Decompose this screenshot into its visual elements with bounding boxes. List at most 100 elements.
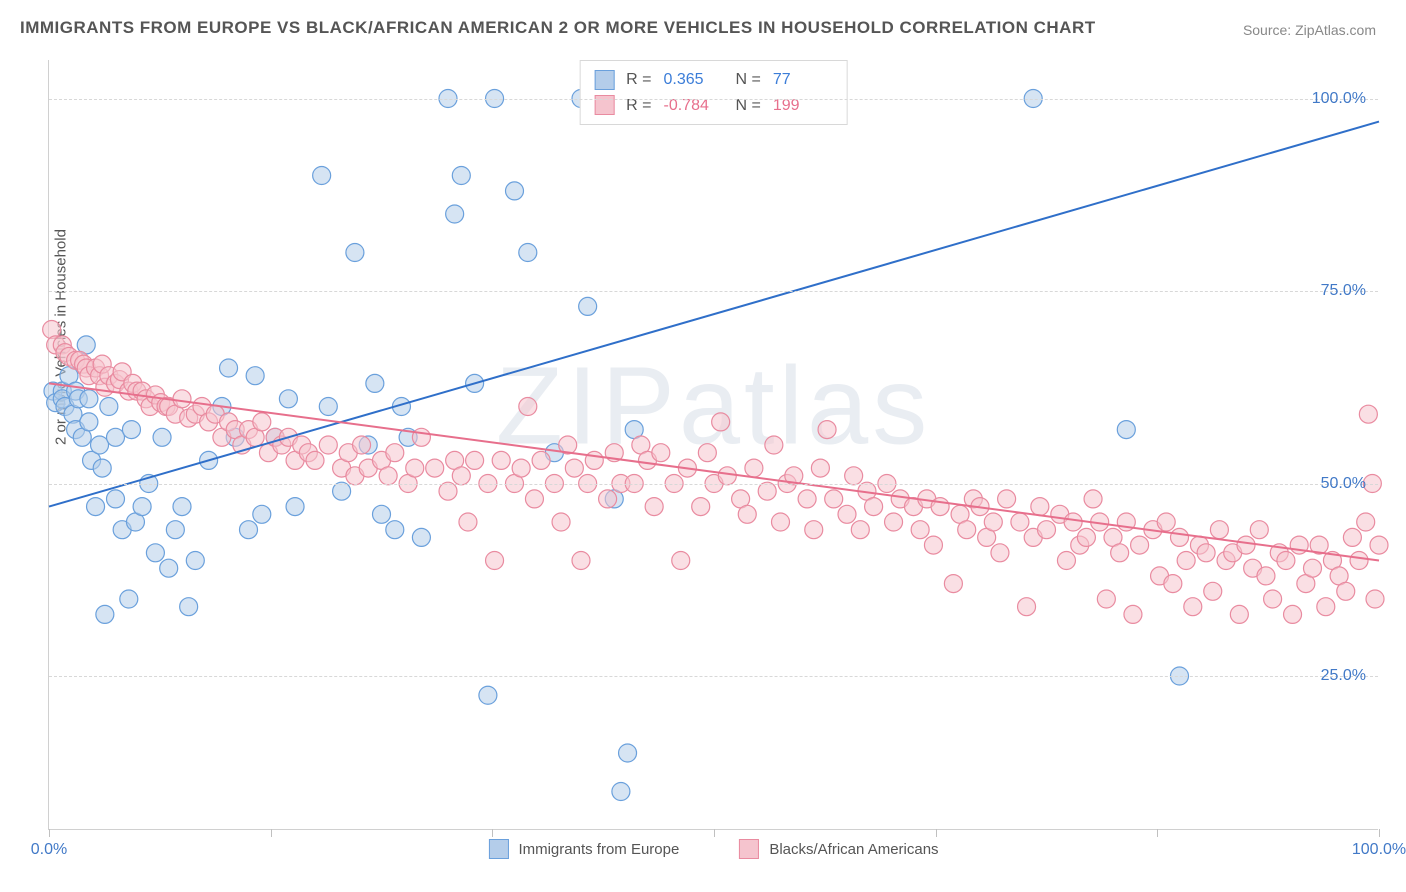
data-point: [1366, 590, 1384, 608]
data-point: [452, 467, 470, 485]
data-point: [911, 521, 929, 539]
data-point: [87, 498, 105, 516]
data-point: [1337, 582, 1355, 600]
gridline: [49, 676, 1378, 677]
legend-r-label: R =: [626, 67, 651, 93]
data-point: [306, 451, 324, 469]
data-point: [1317, 598, 1335, 616]
data-point: [1197, 544, 1215, 562]
data-point: [1084, 490, 1102, 508]
data-point: [1350, 552, 1368, 570]
data-point: [1164, 575, 1182, 593]
data-point: [1111, 544, 1129, 562]
legend-r-value: -0.784: [664, 93, 724, 119]
data-point: [712, 413, 730, 431]
chart-svg: [49, 60, 1378, 829]
data-point: [818, 421, 836, 439]
data-point: [479, 686, 497, 704]
data-point: [253, 413, 271, 431]
data-point: [984, 513, 1002, 531]
data-point: [220, 359, 238, 377]
data-point: [313, 167, 331, 185]
data-point: [1304, 559, 1322, 577]
data-point: [579, 297, 597, 315]
data-point: [519, 244, 537, 262]
data-point: [386, 444, 404, 462]
data-point: [572, 552, 590, 570]
data-point: [492, 451, 510, 469]
data-point: [1204, 582, 1222, 600]
data-point: [1077, 528, 1095, 546]
data-point: [552, 513, 570, 531]
plot-area: ZIPatlas 2 or more Vehicles in Household…: [48, 60, 1378, 830]
x-tick-label: 100.0%: [1352, 841, 1406, 859]
data-point: [1210, 521, 1228, 539]
legend-series-name: Immigrants from Europe: [518, 841, 679, 858]
data-point: [944, 575, 962, 593]
data-point: [240, 521, 258, 539]
data-point: [798, 490, 816, 508]
data-point: [1097, 590, 1115, 608]
data-point: [1250, 521, 1268, 539]
data-point: [146, 544, 164, 562]
data-point: [645, 498, 663, 516]
data-point: [1117, 421, 1135, 439]
source-label: Source: ZipAtlas.com: [1243, 22, 1376, 38]
data-point: [765, 436, 783, 454]
data-point: [612, 783, 630, 801]
data-point: [466, 451, 484, 469]
series-legend: Immigrants from EuropeBlacks/African Ame…: [488, 839, 938, 859]
data-point: [100, 398, 118, 416]
data-point: [166, 521, 184, 539]
data-point: [333, 482, 351, 500]
data-point: [865, 498, 883, 516]
legend-n-value: 77: [773, 67, 833, 93]
legend-r-value: 0.365: [664, 67, 724, 93]
data-point: [319, 436, 337, 454]
data-point: [1157, 513, 1175, 531]
data-point: [353, 436, 371, 454]
data-point: [1177, 552, 1195, 570]
data-point: [585, 451, 603, 469]
data-point: [599, 490, 617, 508]
data-point: [319, 398, 337, 416]
data-point: [93, 459, 111, 477]
data-point: [406, 459, 424, 477]
data-point: [845, 467, 863, 485]
data-point: [446, 205, 464, 223]
data-point: [924, 536, 942, 554]
data-point: [452, 167, 470, 185]
data-point: [1038, 521, 1056, 539]
data-point: [122, 421, 140, 439]
legend-item: Immigrants from Europe: [488, 839, 679, 859]
data-point: [1264, 590, 1282, 608]
data-point: [173, 498, 191, 516]
data-point: [692, 498, 710, 516]
x-tick: [271, 829, 272, 837]
data-point: [366, 374, 384, 392]
x-tick: [492, 829, 493, 837]
x-tick: [714, 829, 715, 837]
legend-r-label: R =: [626, 93, 651, 119]
data-point: [1257, 567, 1275, 585]
data-point: [758, 482, 776, 500]
chart-title: IMMIGRANTS FROM EUROPE VS BLACK/AFRICAN …: [20, 18, 1096, 38]
data-point: [1343, 528, 1361, 546]
data-point: [186, 552, 204, 570]
gridline: [49, 291, 1378, 292]
y-tick-label: 25.0%: [1321, 667, 1366, 685]
data-point: [80, 390, 98, 408]
data-point: [412, 428, 430, 446]
data-point: [426, 459, 444, 477]
data-point: [1357, 513, 1375, 531]
data-point: [133, 498, 151, 516]
legend-swatch: [594, 70, 614, 90]
data-point: [519, 398, 537, 416]
x-tick: [1379, 829, 1380, 837]
data-point: [838, 505, 856, 523]
data-point: [745, 459, 763, 477]
data-point: [1359, 405, 1377, 423]
data-point: [525, 490, 543, 508]
data-point: [253, 505, 271, 523]
data-point: [379, 467, 397, 485]
